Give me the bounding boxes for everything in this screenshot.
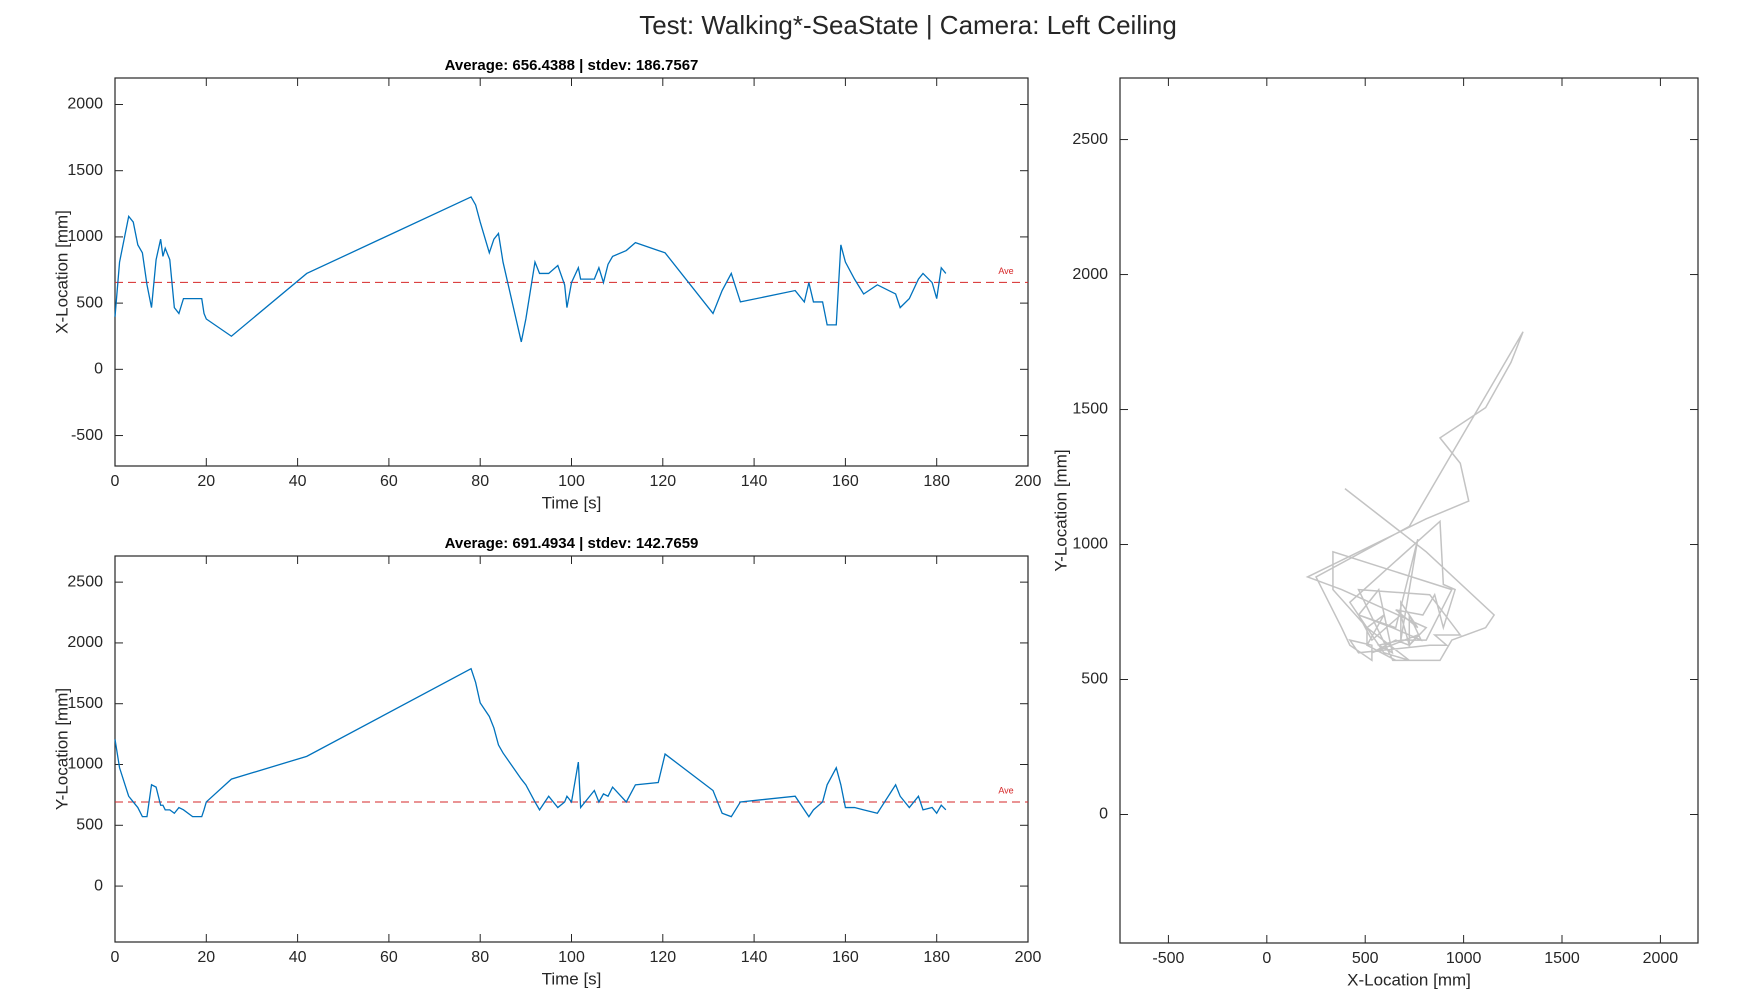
y-tick-label: 0 — [94, 877, 103, 894]
axes-box — [1119, 77, 1699, 944]
average-label: Ave — [998, 785, 1013, 795]
axes-title: Average: 656.4388 | stdev: 186.7567 — [445, 57, 699, 74]
x-axis-label: Time [s] — [542, 493, 602, 512]
x-tick-label: 0 — [1262, 950, 1271, 967]
x-tick-label: 0 — [111, 949, 120, 966]
y-tick-label: 2500 — [1072, 131, 1108, 148]
x-tick-label: 0 — [111, 473, 120, 490]
y-tick-label: 1500 — [67, 162, 103, 179]
axes-title: Average: 691.4934 | stdev: 142.7659 — [445, 535, 699, 552]
y-tick-label: 2000 — [67, 96, 103, 113]
y-tick-label: -500 — [71, 427, 103, 444]
data-line — [114, 667, 947, 818]
y-tick-label: 2500 — [67, 573, 103, 590]
y-tick-label: 0 — [1099, 806, 1108, 823]
x-tick-label: 1000 — [1446, 950, 1482, 967]
x-tick-label: 180 — [923, 949, 950, 966]
y-tick-label: 500 — [1081, 671, 1108, 688]
x-tick-label: 20 — [197, 949, 215, 966]
y-tick-label: 1500 — [1072, 401, 1108, 418]
x-tick-label: 100 — [558, 473, 585, 490]
x-tick-label: 120 — [649, 949, 676, 966]
y-tick-label: 1000 — [67, 756, 103, 773]
x-tick-label: 160 — [832, 473, 859, 490]
x-tick-label: 140 — [741, 949, 768, 966]
x-axis-label: X-Location [mm] — [1347, 970, 1471, 989]
x-axis-label: Time [s] — [542, 969, 602, 988]
x-tick-label: 140 — [741, 473, 768, 490]
x-tick-label: 60 — [380, 473, 398, 490]
trajectory — [1305, 331, 1524, 662]
y-tick-label: 500 — [76, 817, 103, 834]
x-tick-label: 200 — [1015, 473, 1042, 490]
x-tick-label: 2000 — [1643, 950, 1679, 967]
y-tick-label: 2000 — [67, 634, 103, 651]
data-line — [114, 196, 947, 343]
x-tick-label: 120 — [649, 473, 676, 490]
x-tick-label: 500 — [1352, 950, 1379, 967]
average-label: Ave — [998, 266, 1013, 276]
y-tick-label: 1500 — [67, 695, 103, 712]
x-tick-label: 40 — [289, 949, 307, 966]
y-tick-label: 2000 — [1072, 266, 1108, 283]
x-tick-label: 80 — [471, 949, 489, 966]
y-tick-label: 500 — [76, 294, 103, 311]
x-tick-label: 80 — [471, 473, 489, 490]
x-tick-label: 1500 — [1544, 950, 1580, 967]
x-tick-label: 40 — [289, 473, 307, 490]
y-tick-label: 1000 — [67, 228, 103, 245]
x-tick-label: 200 — [1015, 949, 1042, 966]
y-axis-label: X-Location [mm] — [52, 210, 71, 334]
x-tick-label: 100 — [558, 949, 585, 966]
x-tick-label: 20 — [197, 473, 215, 490]
figure-title: Test: Walking*-SeaState | Camera: Left C… — [639, 10, 1177, 40]
x-tick-label: 160 — [832, 949, 859, 966]
y-axis-label: Y-Location [mm] — [52, 688, 71, 810]
x-tick-label: 60 — [380, 949, 398, 966]
y-tick-label: 1000 — [1072, 536, 1108, 553]
x-tick-label: 180 — [923, 473, 950, 490]
x-tick-label: -500 — [1152, 950, 1184, 967]
y-axis-label: Y-Location [mm] — [1051, 449, 1070, 571]
y-tick-label: 0 — [94, 361, 103, 378]
